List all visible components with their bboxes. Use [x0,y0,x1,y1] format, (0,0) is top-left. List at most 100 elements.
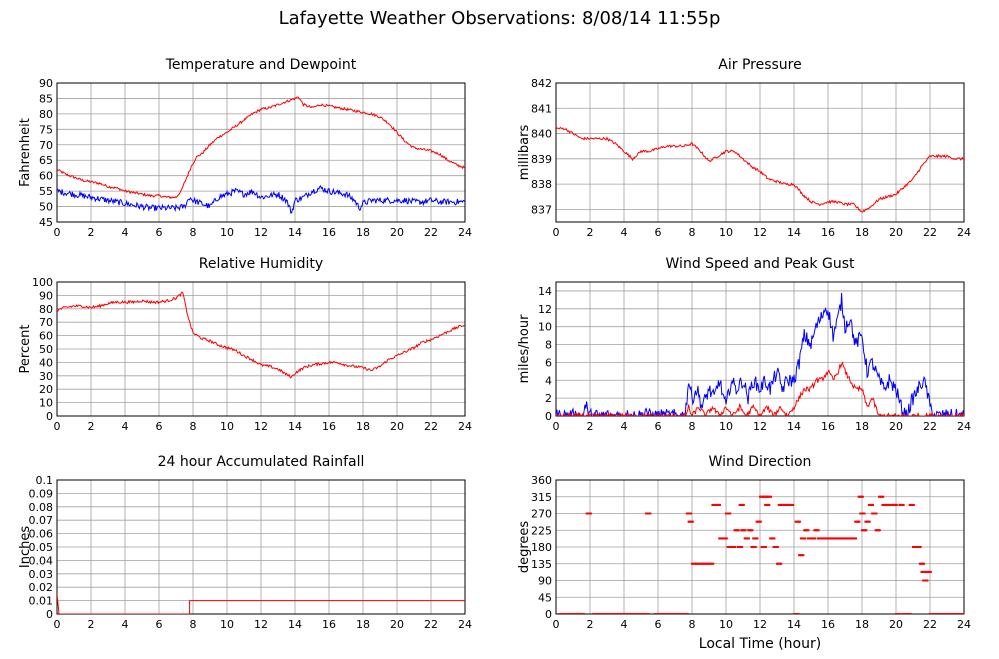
data-point [868,520,871,523]
series-line-1 [556,126,964,213]
data-point [878,529,881,532]
data-point [853,537,856,540]
data-point [630,613,633,614]
data-point [752,546,755,548]
x-tick-label: 16 [821,618,835,631]
data-point [670,613,673,614]
data-point [768,503,771,506]
data-point [753,537,756,540]
data-point [795,613,798,614]
data-point [621,613,624,614]
data-point [939,613,942,614]
data-point [824,537,827,540]
y-tick-label: 838 [531,178,552,191]
data-point [916,546,919,548]
data-point [931,613,934,614]
data-point [601,613,604,614]
y-tick-label: 0.06 [29,528,54,541]
data-point [762,546,765,548]
data-point [816,537,819,540]
data-point [792,503,795,506]
y-tick-label: 180 [531,541,552,554]
x-tick-label: 24 [957,618,971,631]
data-point [957,613,960,614]
data-point [765,495,768,498]
data-point [891,503,894,506]
chart-title: Wind Direction [709,454,812,470]
data-point [775,546,778,548]
data-point [766,495,769,498]
data-point [854,537,857,540]
x-tick-label: 12 [753,420,767,433]
plot-frame [56,82,466,223]
x-tick-label: 2 [587,618,594,631]
data-point [721,537,724,540]
chart-panel-5: 0 2 4 6 8 10 12 14 16 18 20 22 2400.010.020.030.040.… [18,454,472,631]
data-point [822,537,825,540]
data-point [835,537,838,540]
x-tick-label: 8 [689,618,696,631]
data-point [949,613,952,614]
data-point [780,562,783,565]
x-tick-label: 4 [621,618,628,631]
data-point [788,503,791,506]
plot-border [56,479,466,615]
data-point [861,529,863,532]
data-point [710,562,713,565]
data-point [899,503,902,506]
y-axis-label: degrees [517,521,532,574]
data-point [740,546,743,548]
data-point [736,529,739,532]
data-point [558,613,561,614]
data-point [599,613,602,614]
data-point [724,537,727,540]
series-line-1 [57,96,465,200]
data-point [921,570,924,573]
data-point [691,562,693,565]
data-point [740,503,743,506]
data-point [611,613,614,614]
x-tick-label: 24 [957,226,971,239]
data-point [876,529,879,532]
data-point [804,537,807,540]
data-point [787,503,790,506]
data-point [925,570,928,573]
data-point [691,520,693,523]
data-point [569,613,572,614]
data-point [929,613,932,614]
data-point [794,613,797,614]
data-point [934,613,937,614]
data-point [747,529,750,532]
x-tick-label: 22 [923,618,937,631]
data-point [659,613,662,614]
data-point [901,613,904,614]
data-point [908,503,911,506]
x-tick-label: 6 [655,618,662,631]
data-point [929,570,932,573]
y-tick-label: 50 [39,343,53,356]
data-point [636,613,639,614]
data-point [717,503,720,506]
data-point [761,546,764,548]
data-point [812,537,815,540]
data-point [825,537,828,540]
data-point [883,503,886,506]
data-point [729,512,732,515]
data-point [906,613,909,614]
data-point [746,537,749,540]
data-point [821,537,824,540]
data-point [600,613,603,614]
data-point [798,554,801,557]
y-tick-label: 841 [531,102,552,115]
data-point [920,570,923,573]
data-point [798,520,801,523]
data-point [628,613,631,614]
data-point [680,613,683,614]
data-point [763,495,766,498]
data-point [793,613,796,614]
data-point [763,546,766,548]
y-tick-label: 60 [39,330,53,343]
y-tick-label: 2 [545,392,552,405]
data-point [922,579,925,582]
data-point [930,613,933,614]
